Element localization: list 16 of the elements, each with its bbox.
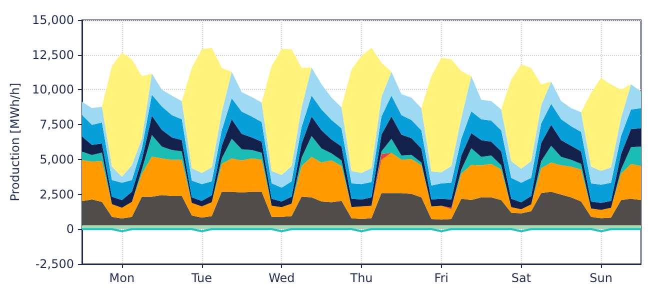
x-tick-label: Sat: [511, 271, 532, 285]
x-tick-label: Sun: [590, 271, 612, 285]
y-tick-label: -2,500: [35, 257, 74, 271]
y-tick-label: 15,000: [32, 13, 74, 27]
y-tick-label: 12,500: [32, 48, 74, 62]
x-tick-label: Fri: [434, 271, 449, 285]
y-tick-label: 10,000: [32, 82, 74, 97]
y-tick-label: 2,500: [40, 187, 74, 202]
x-tick-label: Mon: [109, 271, 135, 285]
y-tick-label: 5,000: [40, 152, 74, 166]
y-axis-title: Production [MWh/h]: [8, 82, 22, 202]
x-tick-label: Tue: [190, 271, 212, 285]
x-tick-label: Thu: [349, 271, 373, 285]
y-tick-label: 0: [66, 222, 74, 236]
y-tick-label: 7,500: [40, 118, 74, 132]
x-tick-label: Wed: [268, 271, 295, 285]
